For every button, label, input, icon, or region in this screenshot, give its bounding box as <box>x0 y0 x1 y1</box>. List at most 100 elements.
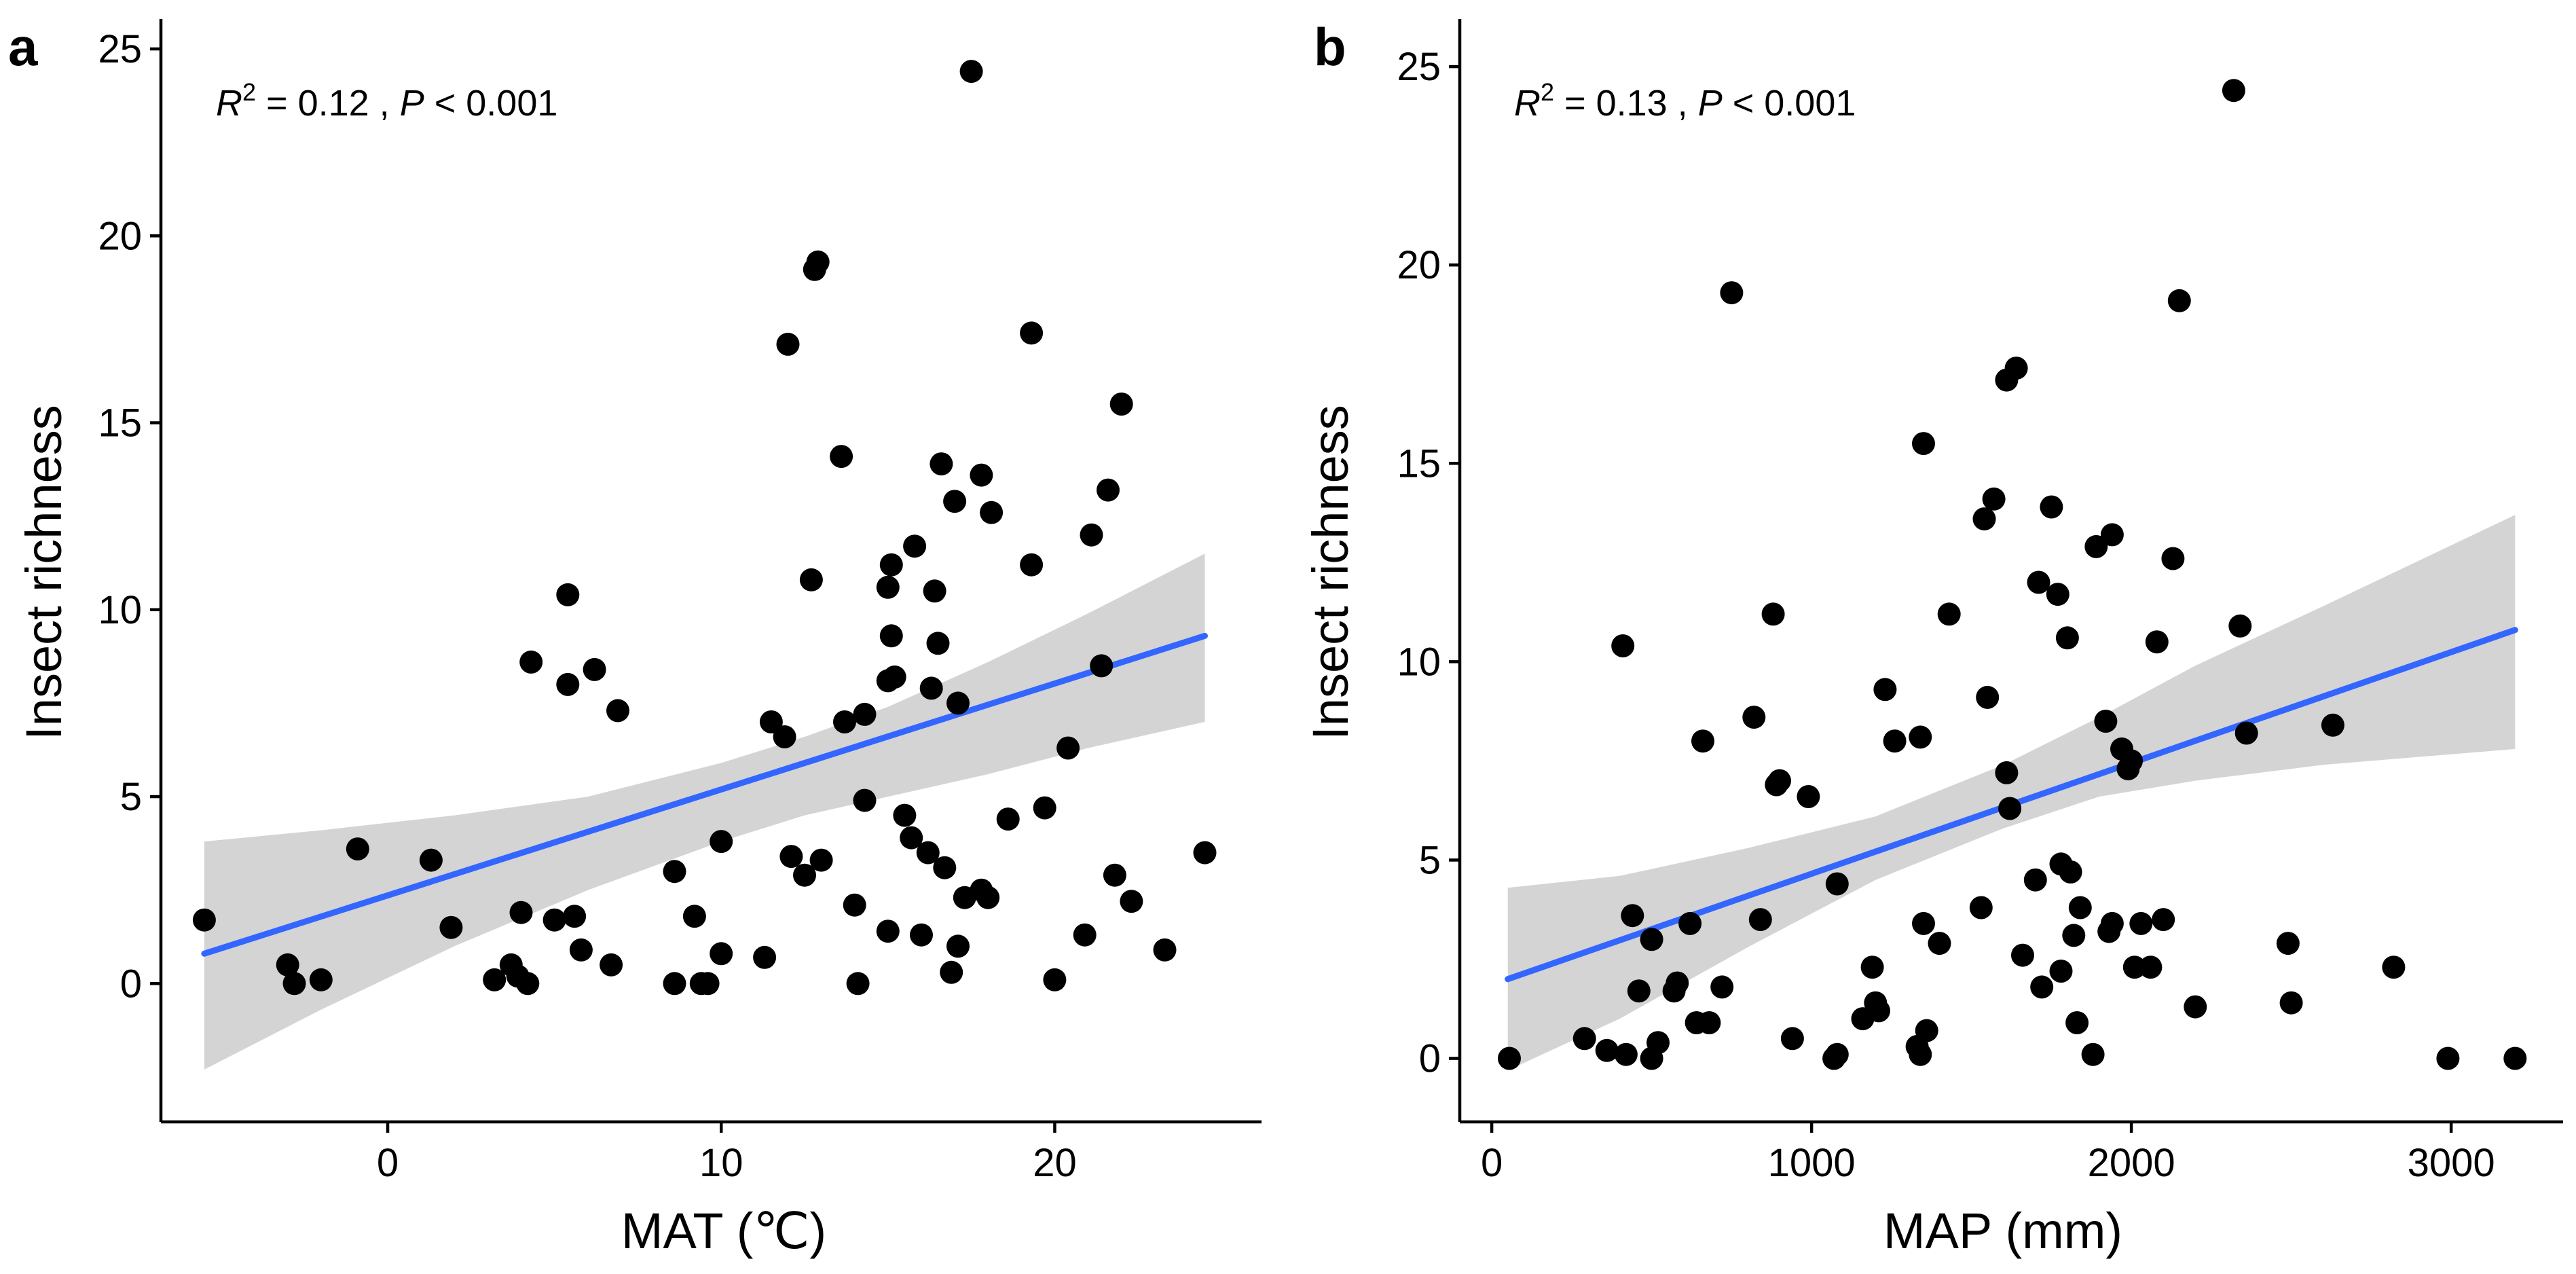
data-point <box>2222 79 2245 103</box>
data-point <box>2145 630 2169 654</box>
data-point <box>1937 602 1961 626</box>
data-point <box>2100 523 2124 547</box>
data-point <box>2046 583 2069 606</box>
data-point <box>793 863 816 887</box>
data-point <box>606 699 629 723</box>
data-point <box>2068 896 2092 920</box>
data-point <box>1761 602 1785 626</box>
data-point <box>996 807 1020 831</box>
data-point <box>946 691 970 715</box>
data-point <box>976 886 1000 909</box>
y-tick-label: 20 <box>98 214 142 258</box>
data-point <box>1797 785 1820 808</box>
data-point <box>970 463 993 487</box>
data-point <box>2382 956 2406 979</box>
data-point <box>1611 634 1635 657</box>
data-point <box>1097 478 1120 502</box>
data-point <box>2081 1042 2105 1066</box>
regression-line <box>201 632 1208 957</box>
data-point <box>2129 911 2153 935</box>
confidence-band <box>204 553 1205 1070</box>
data-point <box>799 568 823 592</box>
panel-a-plot-area: 0 5 10 15 20 25 0 10 20 <box>98 19 1262 1185</box>
data-point <box>419 848 443 872</box>
data-point <box>1928 932 1951 956</box>
panel-b-xlabel: MAP (mm) <box>1883 1203 2122 1259</box>
data-point <box>846 972 870 996</box>
data-point <box>1742 706 1766 729</box>
data-point <box>883 665 906 689</box>
data-point <box>853 702 877 726</box>
data-point <box>710 942 733 966</box>
panel-b-ylabel: Insect richness <box>1302 405 1359 740</box>
data-point <box>879 553 903 577</box>
data-point <box>2049 960 2073 983</box>
data-point <box>2030 975 2054 999</box>
data-point <box>696 972 720 996</box>
data-point <box>1995 761 2019 784</box>
data-point <box>2059 860 2082 884</box>
data-point <box>1103 863 1126 887</box>
data-point <box>519 650 543 674</box>
data-point <box>583 657 606 681</box>
y-tick-label: 15 <box>98 401 142 445</box>
data-point <box>2122 956 2146 979</box>
data-point <box>893 803 917 827</box>
data-point <box>542 908 566 932</box>
data-point <box>1614 1042 1638 1066</box>
data-point <box>2152 908 2175 932</box>
data-point <box>2027 570 2050 594</box>
y-tick-label: 0 <box>1419 1037 1441 1081</box>
data-point <box>980 500 1004 524</box>
data-point <box>2436 1046 2460 1070</box>
data-point <box>1860 956 1884 979</box>
data-point <box>439 915 463 939</box>
data-point <box>930 452 953 476</box>
data-point <box>2062 924 2086 947</box>
data-point <box>1621 904 1644 928</box>
data-point <box>2094 710 2118 733</box>
data-point <box>2234 721 2258 745</box>
data-point <box>309 968 333 991</box>
data-point <box>346 837 369 861</box>
data-point <box>2040 495 2063 519</box>
data-point <box>900 826 923 850</box>
data-point <box>1982 487 2006 511</box>
data-point <box>2139 956 2163 979</box>
y-tick-label: 25 <box>1397 45 1441 89</box>
data-point <box>556 672 580 696</box>
data-point <box>1153 938 1177 962</box>
y-tick-label: 5 <box>1419 838 1441 882</box>
data-point <box>2011 943 2034 967</box>
panel-b: b Insect richness MAP (mm) R2 = 0.13 , P… <box>1302 17 2563 1259</box>
y-tick-label: 20 <box>1397 243 1441 287</box>
confidence-band <box>1507 515 2516 1071</box>
data-point <box>926 632 950 655</box>
data-point <box>2184 995 2207 1019</box>
x-tick-label: 2000 <box>2088 1141 2175 1185</box>
data-point <box>910 923 933 947</box>
data-point <box>282 972 306 996</box>
data-point <box>1572 1027 1596 1051</box>
data-point <box>809 848 833 872</box>
data-point <box>2167 289 2191 312</box>
data-point <box>1976 685 2000 709</box>
data-point <box>516 972 540 996</box>
data-point <box>879 624 903 648</box>
data-point <box>1710 975 1734 999</box>
data-point <box>509 900 533 924</box>
data-point <box>1883 729 1907 753</box>
data-point <box>2023 868 2047 892</box>
data-point <box>1972 507 1996 531</box>
data-point <box>753 945 777 969</box>
data-point <box>1120 890 1143 913</box>
data-point <box>1825 1042 1849 1066</box>
data-point <box>1033 796 1056 820</box>
data-point <box>2321 713 2344 737</box>
data-point <box>876 920 900 943</box>
data-point <box>2120 749 2143 773</box>
data-point <box>923 579 946 603</box>
panel-a-xlabel: MAT (℃) <box>621 1203 826 1259</box>
data-point <box>276 953 299 977</box>
